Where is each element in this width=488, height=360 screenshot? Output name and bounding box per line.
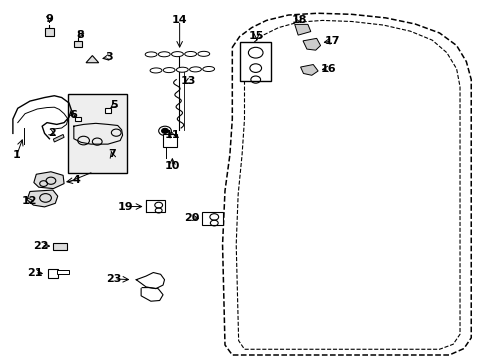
Bar: [57, 270, 69, 274]
Polygon shape: [300, 64, 318, 75]
Text: 9: 9: [45, 14, 53, 24]
Polygon shape: [27, 190, 58, 207]
Bar: [202, 212, 222, 225]
Text: 4: 4: [72, 175, 80, 185]
Text: 10: 10: [164, 161, 180, 171]
Text: 3: 3: [105, 52, 113, 62]
Ellipse shape: [145, 52, 157, 57]
Ellipse shape: [171, 51, 183, 57]
Text: 22: 22: [33, 240, 49, 251]
Text: 15: 15: [248, 31, 264, 41]
Polygon shape: [86, 55, 99, 63]
Ellipse shape: [150, 68, 162, 73]
Polygon shape: [53, 134, 64, 142]
Text: 14: 14: [171, 15, 187, 26]
Ellipse shape: [203, 67, 214, 72]
Polygon shape: [294, 24, 310, 35]
Circle shape: [161, 129, 168, 134]
Text: 21: 21: [27, 267, 42, 278]
Ellipse shape: [184, 51, 196, 57]
Text: 1: 1: [13, 150, 20, 160]
Ellipse shape: [176, 67, 188, 72]
Text: 2: 2: [48, 129, 56, 138]
Bar: [68, 94, 127, 173]
Bar: [145, 201, 164, 212]
Bar: [53, 243, 67, 250]
Bar: [239, 42, 271, 81]
Text: 11: 11: [164, 130, 180, 140]
Bar: [74, 41, 81, 47]
Text: 17: 17: [324, 36, 339, 46]
Text: 16: 16: [321, 64, 336, 74]
Text: 13: 13: [181, 76, 196, 86]
Text: 7: 7: [108, 149, 116, 159]
Polygon shape: [303, 39, 320, 50]
Bar: [162, 134, 177, 147]
Bar: [74, 117, 81, 121]
Text: 6: 6: [69, 110, 77, 120]
Polygon shape: [34, 172, 64, 189]
Bar: [48, 270, 58, 278]
Ellipse shape: [189, 67, 201, 72]
Text: 12: 12: [21, 196, 37, 206]
Text: 18: 18: [291, 15, 306, 25]
Text: 5: 5: [110, 100, 118, 111]
Ellipse shape: [198, 51, 209, 57]
Text: 19: 19: [117, 202, 133, 212]
Text: 23: 23: [106, 274, 122, 284]
Ellipse shape: [163, 68, 175, 73]
Text: 20: 20: [184, 213, 199, 222]
Ellipse shape: [158, 52, 170, 57]
Bar: [104, 108, 111, 113]
Bar: [45, 28, 54, 36]
Text: 8: 8: [76, 30, 84, 40]
